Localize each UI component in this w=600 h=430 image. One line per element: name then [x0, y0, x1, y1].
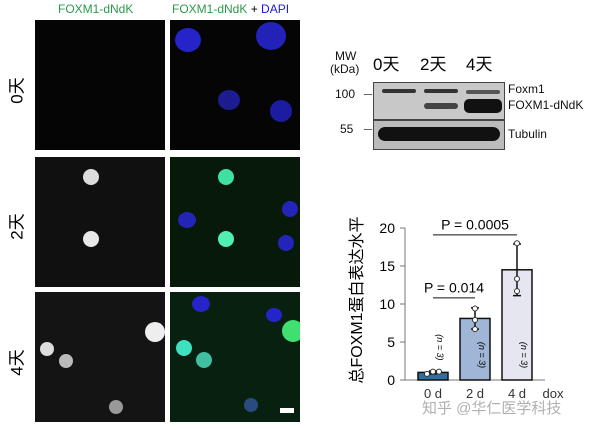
data-point [472, 316, 478, 323]
bar-chart: 总FOXM1蛋白表达水平 0 5 10 15 20 (n = 3) 0 d (n = 3) 2 … [348, 216, 564, 401]
band-label-dndk: FOXM1-dNdK [508, 98, 584, 112]
data-point [472, 326, 478, 333]
data-point [514, 288, 520, 295]
y-tick-label: 0 [387, 372, 395, 388]
watermark: 知乎 @华仁医学科技 [422, 400, 562, 417]
y-tick-label: 15 [379, 258, 395, 274]
kda: (kDa) [330, 62, 360, 76]
data-point [514, 240, 520, 247]
p-value-label: P = 0.014 [424, 280, 484, 296]
x-suffix-label: dox [543, 386, 564, 401]
marker-tick [364, 94, 372, 95]
p-value-label: P = 0.0005 [441, 217, 509, 233]
n-label: (n = 3) [435, 334, 445, 360]
x-tick-label: 4 d [508, 386, 526, 401]
micrograph-0d-merge [170, 20, 300, 150]
marker-100: 100 [335, 87, 356, 101]
column-header-left: FOXM1-dNdK [58, 2, 134, 16]
mw: MW [335, 49, 357, 63]
x-tick-label: 2 d [466, 386, 484, 401]
micrograph-4d-merge [170, 292, 300, 422]
micrograph-2d-merge [170, 157, 300, 287]
plus: + [247, 2, 262, 16]
dapi-label: DAPI [261, 2, 290, 16]
y-tick-label: 20 [379, 220, 395, 236]
lane-label-4: 4天 [466, 55, 493, 74]
lane-label-0: 0天 [373, 55, 400, 74]
n-label: (n = 3) [477, 342, 487, 368]
y-tick-label: 10 [379, 296, 395, 312]
green-label: FOXM1-dNdK [172, 2, 248, 16]
y-tick-label: 5 [387, 334, 395, 350]
data-point [430, 368, 436, 375]
row-label-2: 2天 [7, 213, 27, 240]
row-label-0: 0天 [7, 77, 27, 104]
marker-tick [364, 129, 372, 130]
micrograph-2d-green [35, 157, 165, 287]
scale-bar [280, 408, 294, 413]
row-label-4: 4天 [7, 349, 27, 376]
x-tick-label: 0 d [424, 386, 442, 401]
blot-foxm1 [373, 82, 505, 120]
n-label: (n = 3) [519, 342, 529, 368]
column-header-right: FOXM1-dNdK + DAPI [172, 2, 289, 16]
micrograph-0d-green [35, 20, 165, 150]
lane-label-2: 2天 [420, 55, 447, 74]
data-point [514, 275, 520, 282]
micrograph-4d-green [35, 292, 165, 422]
data-point [436, 368, 442, 375]
mw-label: MW (kDa) [330, 50, 359, 76]
blot-tubulin [373, 120, 505, 150]
band-label-foxm1: Foxm1 [508, 82, 545, 96]
data-point [472, 305, 478, 312]
y-axis-label: 总FOXM1蛋白表达水平 [348, 216, 366, 383]
marker-55: 55 [340, 122, 354, 136]
data-point [424, 370, 430, 377]
band-label-tubulin: Tubulin [508, 127, 547, 141]
